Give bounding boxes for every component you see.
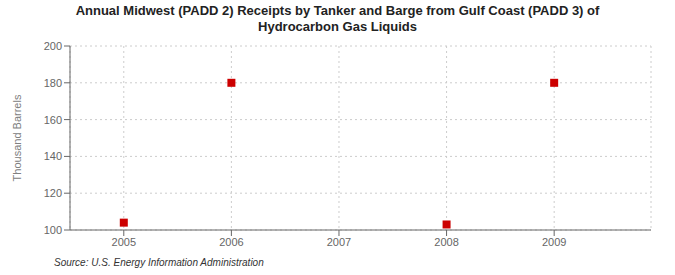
svg-text:200: 200	[44, 40, 62, 52]
html-text:Hydrocarbon Gas Liquids: Hydrocarbon Gas Liquids	[258, 19, 417, 34]
html-text:Source: U.S. Energy Informatio: Source: U.S. Energy Information Administ…	[54, 257, 264, 268]
svg-text:160: 160	[44, 114, 62, 126]
svg-text:Thousand Barrels: Thousand Barrels	[11, 94, 23, 181]
svg-text:2005: 2005	[112, 236, 136, 248]
svg-text:2006: 2006	[219, 236, 243, 248]
svg-text:120: 120	[44, 187, 62, 199]
svg-text:140: 140	[44, 150, 62, 162]
svg-text:2009: 2009	[542, 236, 566, 248]
html-text:Annual Midwest (PADD 2) Receip: Annual Midwest (PADD 2) Receipts by Tank…	[75, 3, 600, 18]
svg-text:2007: 2007	[327, 236, 351, 248]
svg-text:180: 180	[44, 77, 62, 89]
svg-text:2008: 2008	[434, 236, 458, 248]
svg-text:100: 100	[44, 224, 62, 236]
